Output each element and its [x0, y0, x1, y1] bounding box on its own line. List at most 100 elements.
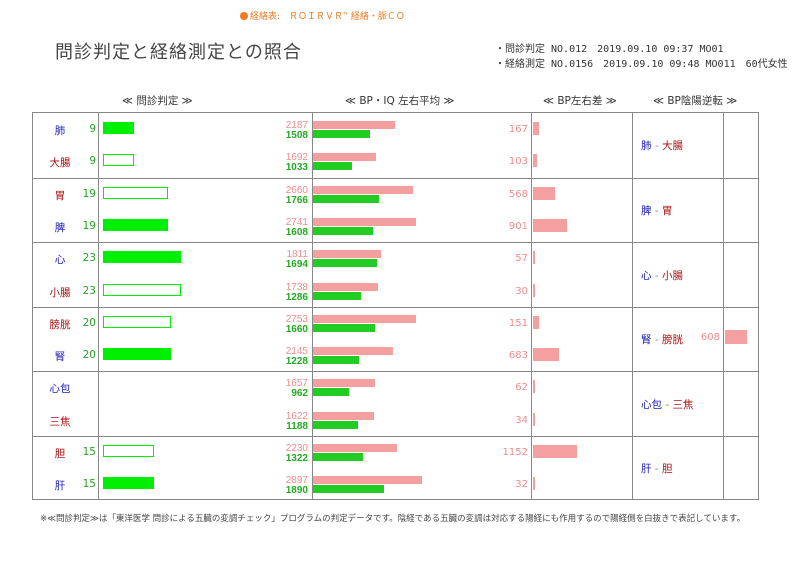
bp-bar-1 — [313, 153, 377, 162]
bp-value-0: 2187 — [285, 120, 308, 131]
lr-diff-value-4: 57 — [515, 253, 528, 265]
organ-label-9: 三焦 — [49, 415, 71, 428]
measurement-record-info: ・経絡測定 NO.0156 2019.09.10 09:48 MO011 60代… — [495, 59, 788, 70]
lr-diff-bar-9 — [533, 412, 535, 426]
organ-label-3: 脾 — [54, 221, 66, 234]
organ-label-4: 心 — [54, 254, 66, 267]
pair-yang-label: 三焦 — [672, 398, 694, 411]
score-value-2: 19 — [82, 187, 96, 200]
score-value-7: 20 — [82, 349, 96, 362]
pair-yin-label: 心包 — [641, 398, 662, 411]
iq-bar-11 — [313, 485, 384, 494]
header-yin-yang-reversal: ≪ BP陰陽逆転 ≫ — [653, 95, 738, 107]
lr-diff-value-1: 103 — [508, 156, 528, 168]
column-divider — [632, 113, 633, 500]
bp-bar-7 — [313, 347, 394, 356]
lr-diff-bar-2 — [533, 186, 555, 200]
iq-value-2: 1766 — [285, 194, 308, 206]
bp-bar-6 — [313, 314, 417, 323]
pair-separator: - — [662, 398, 673, 411]
score-bar-2 — [103, 186, 168, 199]
score-value-10: 15 — [82, 446, 96, 458]
yin-yang-pair-0: 肺 - 大腸 — [641, 138, 683, 153]
score-bar-4 — [103, 251, 182, 264]
header-bp-iq: ≪ BP・IQ 左右平均 ≫ — [345, 95, 455, 107]
yin-yang-pair-5: 肝 - 胆 — [641, 461, 672, 476]
lr-diff-bar-3 — [533, 218, 568, 232]
header-monshin: ≪ 問診判定 ≫ — [122, 95, 193, 107]
pair-yang-label: 膀胱 — [661, 334, 683, 347]
orange-dot-icon — [240, 12, 248, 20]
iq-bar-0 — [313, 130, 370, 138]
group-divider — [33, 371, 759, 373]
bp-bar-4 — [313, 250, 381, 259]
organ-label-5: 小腸 — [49, 286, 71, 299]
bp-value-6: 2753 — [285, 313, 308, 325]
lr-diff-value-7: 683 — [508, 350, 528, 362]
lr-diff-bar-10 — [533, 445, 577, 458]
bp-value-8: 1657 — [285, 378, 308, 390]
lr-diff-bar-7 — [533, 348, 559, 362]
column-divider — [312, 113, 313, 500]
bp-bar-5 — [313, 282, 379, 291]
score-bar-7 — [103, 348, 171, 361]
lr-diff-value-6: 151 — [508, 317, 528, 329]
legend-text: 経絡表: ＲＯＩＲＶＲ'' 経絡・脈ＣＯ — [250, 12, 405, 22]
pair-yang-label: 小腸 — [661, 269, 683, 282]
pair-yang-label: 胃 — [661, 204, 673, 217]
iq-value-6: 1660 — [285, 323, 308, 335]
lr-diff-bar-11 — [533, 477, 535, 491]
iq-value-4: 1694 — [285, 259, 308, 271]
lr-diff-value-3: 901 — [508, 220, 528, 232]
score-bar-6 — [103, 315, 171, 328]
yin-yang-pair-1: 脾 - 胃 — [641, 203, 672, 218]
score-value-5: 23 — [82, 284, 96, 297]
iq-bar-2 — [313, 194, 380, 203]
monshin-record-info: ・問診判定 NO.012 2019.09.10 09:37 MO01 — [495, 44, 724, 55]
pair-yin-label: 腎 — [641, 334, 652, 347]
bp-value-9: 1622 — [285, 410, 308, 422]
lr-diff-bar-4 — [533, 251, 536, 265]
yin-yang-pair-2: 心 - 小腸 — [641, 268, 683, 283]
pair-separator: - — [651, 269, 662, 282]
column-divider — [98, 113, 99, 500]
organ-label-0: 肺 — [54, 125, 66, 137]
bp-value-10: 2230 — [285, 443, 308, 454]
header-bp-lr-diff: ≪ BP左右差 ≫ — [543, 95, 617, 107]
bp-value-2: 2660 — [285, 184, 308, 196]
lr-diff-value-0: 167 — [508, 124, 528, 135]
lr-diff-bar-6 — [533, 315, 539, 329]
pair-separator: - — [651, 140, 662, 153]
reversal-value-3: 608 — [700, 332, 720, 344]
bp-value-11: 2897 — [285, 475, 308, 487]
pair-yin-label: 肝 — [641, 463, 652, 476]
lr-diff-bar-8 — [533, 380, 536, 394]
iq-value-5: 1286 — [285, 291, 308, 303]
iq-bar-7 — [313, 356, 360, 365]
iq-value-3: 1608 — [285, 226, 308, 238]
comparison-table — [32, 112, 759, 500]
organ-label-10: 胆 — [54, 448, 66, 460]
pair-yang-label: 大腸 — [661, 140, 683, 153]
lr-diff-value-11: 32 — [515, 479, 528, 491]
group-divider — [33, 177, 759, 179]
iq-bar-6 — [313, 323, 376, 332]
pair-yin-label: 脾 — [641, 204, 652, 217]
bp-value-3: 2741 — [285, 216, 308, 228]
yin-yang-pair-4: 心包 - 三焦 — [641, 397, 693, 412]
organ-label-11: 肝 — [54, 480, 66, 493]
lr-diff-bar-0 — [533, 122, 540, 135]
lr-diff-bar-5 — [533, 283, 535, 297]
yin-yang-pair-3: 腎 - 膀胱 — [641, 332, 683, 347]
iq-value-10: 1322 — [285, 453, 308, 464]
iq-bar-10 — [313, 453, 363, 461]
score-bar-5 — [103, 283, 182, 296]
bp-value-1: 1692 — [285, 152, 308, 164]
score-value-0: 9 — [89, 123, 96, 135]
pair-separator: - — [651, 463, 662, 476]
score-value-6: 20 — [82, 316, 96, 329]
iq-value-0: 1508 — [285, 130, 308, 141]
pair-yang-label: 胆 — [661, 463, 673, 476]
bp-value-4: 1811 — [286, 249, 308, 261]
column-divider — [723, 113, 724, 500]
